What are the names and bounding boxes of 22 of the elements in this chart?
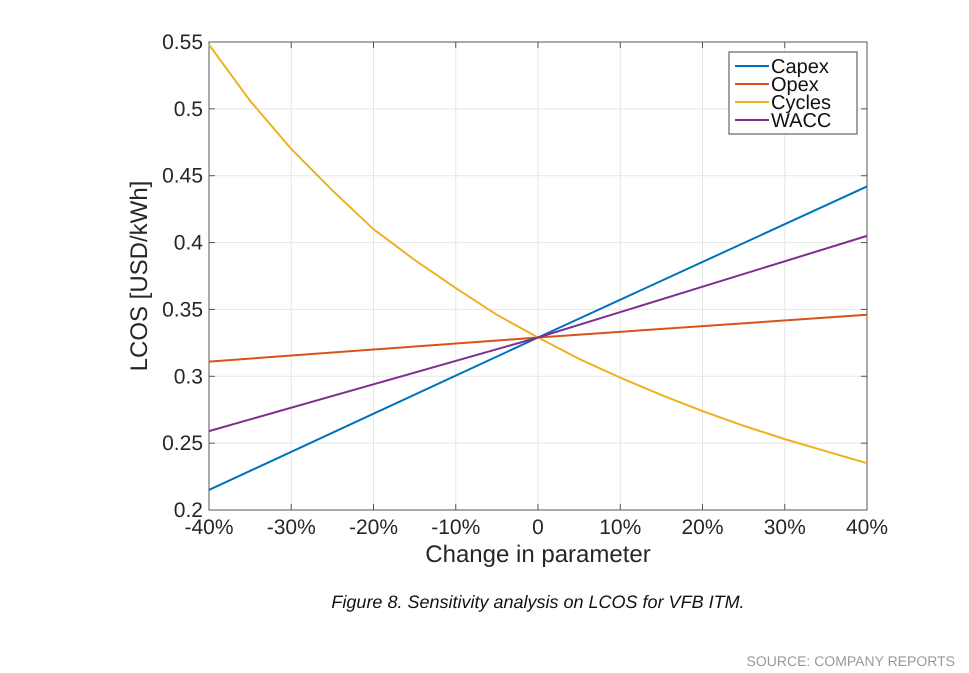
x-tick-label: 40% <box>846 516 888 539</box>
x-tick-label: 10% <box>599 516 642 539</box>
y-tick-label: 0.3 <box>174 365 203 388</box>
y-axis-title: LCOS [USD/kWh] <box>126 180 153 372</box>
line-series <box>208 44 868 464</box>
y-tick-label: 0.35 <box>162 298 203 322</box>
x-tick-label: -10% <box>431 516 480 539</box>
y-tick-label: 0.55 <box>162 31 203 54</box>
x-tick-label: -20% <box>348 516 398 539</box>
x-tick-label: -40% <box>184 516 234 539</box>
x-tick-label: 30% <box>764 516 806 539</box>
y-tick-label: 0.45 <box>162 164 203 188</box>
y-tick-label: 0.4 <box>174 232 204 255</box>
y-tick-label: 0.5 <box>174 98 203 121</box>
caption: Figure 8. Sensitivity analysis on LCOS for VFB ITM. <box>331 592 745 612</box>
x-tick-label: 20% <box>681 516 724 539</box>
legend-label: Capex <box>771 56 829 78</box>
x-tick-label: -30% <box>266 516 316 539</box>
x-axis-title: Change in parameter <box>425 541 651 568</box>
x-tick-label: 0 <box>532 516 544 539</box>
source-note: SOURCE: COMPANY REPORTS <box>746 653 955 669</box>
y-tick-label: 0.25 <box>162 432 203 456</box>
